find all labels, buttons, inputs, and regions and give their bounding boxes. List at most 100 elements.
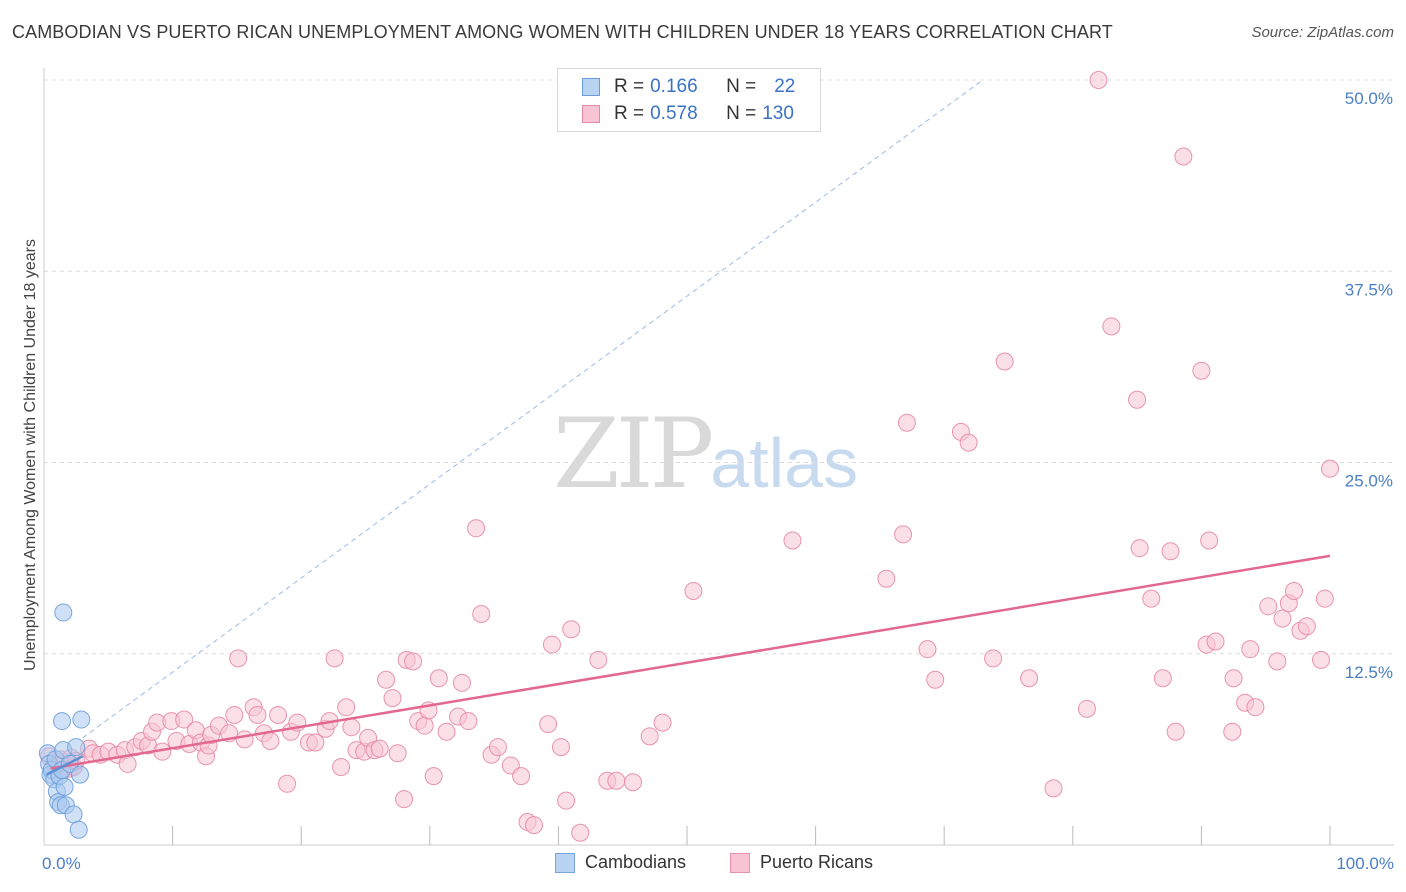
y-tick-label: 50.0% — [1345, 89, 1393, 108]
puerto-rican-point — [1174, 147, 1193, 166]
series-legend: Cambodians Puerto Ricans — [0, 852, 1406, 878]
puerto-rican-point — [383, 689, 402, 708]
puerto-rican-point — [118, 754, 137, 773]
legend-row-puerto-ricans: R = 0.578 N = 130 — [582, 102, 794, 126]
puerto-rican-point — [437, 722, 456, 741]
puerto-rican-point — [1206, 632, 1225, 651]
puerto-rican-point — [1268, 652, 1287, 671]
correlation-legend: R = 0.166 N = 22 R = 0.578 N = 130 — [557, 68, 821, 132]
puerto-rican-point — [1128, 390, 1147, 409]
puerto-rican-point — [415, 716, 434, 735]
trend-lines — [46, 554, 1331, 776]
puerto-rican-point — [684, 582, 703, 601]
watermark-zip: ZIP — [553, 398, 714, 510]
puerto-rican-point — [404, 652, 423, 671]
puerto-rican-point — [897, 413, 916, 432]
puerto-rican-point — [653, 713, 672, 732]
trend-line-cambodians — [46, 755, 84, 776]
puerto-rican-point — [1130, 539, 1149, 558]
legend-r-value: 0.166 — [650, 76, 698, 97]
puerto-rican-point — [248, 705, 267, 724]
puerto-rican-point — [332, 757, 351, 776]
puerto-rican-point — [571, 823, 590, 842]
puerto-rican-point — [783, 531, 802, 550]
puerto-rican-point — [894, 525, 913, 544]
puerto-rican-point — [926, 670, 945, 689]
legend-r-label: R = — [614, 76, 645, 97]
puerto-rican-point — [524, 816, 543, 835]
puerto-rican-point — [959, 433, 978, 452]
cambodian-point — [71, 765, 90, 784]
puerto-rican-point — [1315, 589, 1334, 608]
legend-label-cambodians: Cambodians — [585, 852, 687, 872]
puerto-rican-point — [1020, 669, 1039, 688]
axis-labels: 12.5% 25.0% 37.5% 50.0% 0.0% 100.0% Unemployme… — [22, 89, 1394, 873]
puerto-rican-point — [623, 773, 642, 792]
puerto-rican-point — [1044, 779, 1063, 798]
legend-n-label: N = — [726, 103, 757, 124]
puerto-rican-point — [1259, 597, 1278, 616]
puerto-rican-point — [467, 519, 486, 538]
puerto-rican-point — [1311, 650, 1330, 669]
y-tick-label: 25.0% — [1345, 472, 1393, 491]
puerto-rican-point — [1273, 609, 1292, 628]
puerto-rican-point — [472, 604, 491, 623]
puerto-rican-point — [557, 791, 576, 810]
cambodian-point — [53, 712, 72, 731]
puerto-rican-point — [984, 649, 1003, 668]
puerto-rican-point — [1200, 531, 1219, 550]
legend-n-label: N = — [726, 76, 757, 97]
puerto-rican-point — [1246, 698, 1265, 717]
cambodian-point — [55, 777, 74, 796]
data-points — [38, 71, 1339, 842]
x-tick-label: 0.0% — [42, 854, 81, 873]
puerto-rican-point — [306, 733, 325, 752]
puerto-rican-point — [388, 744, 407, 763]
puerto-rican-point — [1284, 582, 1303, 601]
puerto-rican-point — [235, 730, 254, 749]
puerto-rican-point — [607, 771, 626, 790]
puerto-rican-point — [452, 673, 471, 692]
source-credit: Source: ZipAtlas.com — [1251, 24, 1394, 41]
puerto-rican-point — [459, 712, 478, 731]
puerto-rican-point — [1224, 669, 1243, 688]
puerto-rican-point — [640, 727, 659, 746]
puerto-rican-point — [562, 620, 581, 639]
cambodian-point — [69, 820, 88, 839]
cambodian-point — [54, 603, 73, 622]
puerto-rican-point — [589, 650, 608, 669]
puerto-rican-point — [877, 569, 896, 588]
puerto-rican-point — [325, 649, 344, 668]
cambodian-point — [67, 738, 86, 757]
legend-r-label: R = — [614, 103, 645, 124]
puerto-rican-point — [512, 767, 531, 786]
puerto-rican-point — [1102, 317, 1121, 336]
legend-item-puerto-ricans: Puerto Ricans — [730, 852, 873, 873]
puerto-rican-point — [1161, 542, 1180, 561]
gridlines — [44, 79, 1394, 655]
y-tick-label: 37.5% — [1345, 280, 1393, 299]
legend-item-cambodians: Cambodians — [555, 852, 686, 873]
puerto-rican-point — [1241, 640, 1260, 659]
reference-dashed-line — [82, 79, 984, 739]
puerto-rican-point — [261, 731, 280, 750]
puerto-rican-point — [370, 739, 389, 758]
trend-line-puerto-ricans — [50, 554, 1331, 770]
reference-line — [82, 79, 984, 739]
puerto-rican-point — [1077, 699, 1096, 718]
puerto-rican-point — [1142, 589, 1161, 608]
puerto-rican-point — [539, 715, 558, 734]
puerto-rican-point — [488, 738, 507, 757]
legend-n-value: 22 — [774, 76, 796, 97]
legend-label-puerto-ricans: Puerto Ricans — [760, 852, 874, 872]
y-tick-label: 12.5% — [1345, 663, 1393, 682]
puerto-rican-point — [551, 738, 570, 757]
puerto-rican-point — [342, 718, 361, 737]
chart-title: CAMBODIAN VS PUERTO RICAN UNEMPLOYMENT A… — [12, 22, 1113, 42]
legend-n-value: 130 — [762, 103, 794, 124]
puerto-rican-point — [1321, 459, 1339, 478]
puerto-rican-point — [1192, 361, 1211, 380]
puerto-rican-point — [395, 790, 414, 809]
cambodian-point — [72, 710, 91, 729]
